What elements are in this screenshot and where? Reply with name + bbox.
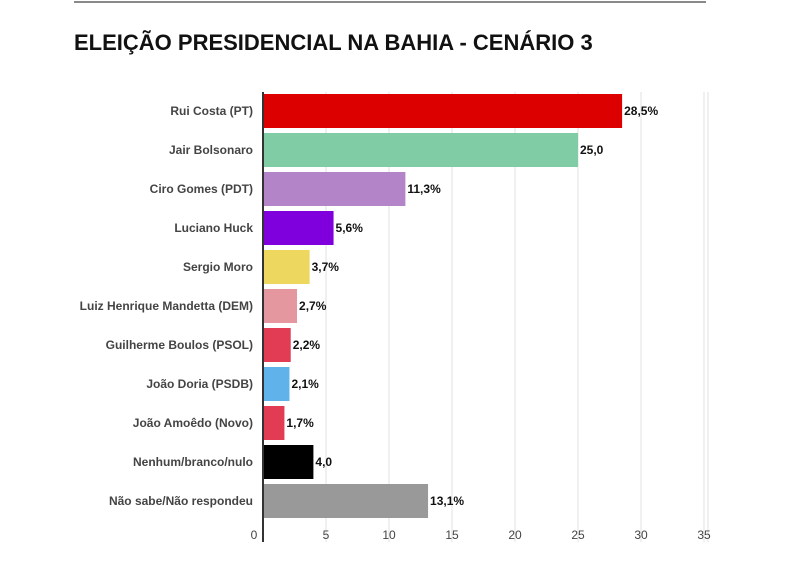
data-label: 2,1% — [291, 377, 319, 391]
bar — [263, 211, 334, 245]
x-tick-label: 35 — [697, 528, 711, 542]
bar — [263, 445, 314, 479]
data-label: 4,0 — [315, 455, 332, 469]
category-label: João Doria (PSDB) — [146, 377, 253, 391]
bar — [263, 367, 290, 401]
category-label: João Amoêdo (Novo) — [133, 416, 253, 430]
top-divider — [74, 1, 706, 3]
category-label: Luciano Huck — [174, 221, 253, 235]
bar — [263, 133, 578, 167]
bar — [263, 406, 285, 440]
category-label: Jair Bolsonaro — [169, 143, 253, 157]
category-label: Guilherme Boulos (PSOL) — [106, 338, 253, 352]
x-tick-label: 30 — [634, 528, 648, 542]
bar — [263, 289, 298, 323]
data-label: 3,7% — [312, 260, 340, 274]
bar — [263, 328, 291, 362]
bar — [263, 172, 406, 206]
bar — [263, 94, 623, 128]
data-label: 11,3% — [407, 182, 441, 196]
data-label: 13,1% — [430, 494, 464, 508]
data-label: 5,6% — [336, 221, 364, 235]
category-label: Ciro Gomes (PDT) — [150, 182, 253, 196]
x-tick-label: 5 — [323, 528, 330, 542]
bar — [263, 484, 429, 518]
category-label: Nenhum/branco/nulo — [133, 455, 253, 469]
category-label: Não sabe/Não respondeu — [109, 494, 253, 508]
category-label: Rui Costa (PT) — [170, 104, 253, 118]
data-label: 28,5% — [624, 104, 658, 118]
axes: 0 5 10 15 20 25 30 35 Rui Costa (PT) 28,5% Jair Bo… — [80, 92, 711, 542]
data-label: 1,7% — [286, 416, 314, 430]
x-tick-label: 20 — [508, 528, 522, 542]
data-label: 25,0 — [580, 143, 604, 157]
data-label: 2,7% — [299, 299, 327, 313]
chart-title: ELEIÇÃO PRESIDENCIAL NA BAHIA - CENÁRIO … — [74, 30, 593, 55]
data-label: 2,2% — [293, 338, 321, 352]
x-tick-label: 0 — [251, 528, 258, 542]
category-label: Sergio Moro — [183, 260, 253, 274]
x-tick-label: 25 — [571, 528, 585, 542]
category-label: Luiz Henrique Mandetta (DEM) — [80, 299, 253, 313]
x-tick-label: 15 — [445, 528, 459, 542]
bars — [263, 94, 623, 518]
bar — [263, 250, 310, 284]
x-tick-label: 10 — [382, 528, 396, 542]
